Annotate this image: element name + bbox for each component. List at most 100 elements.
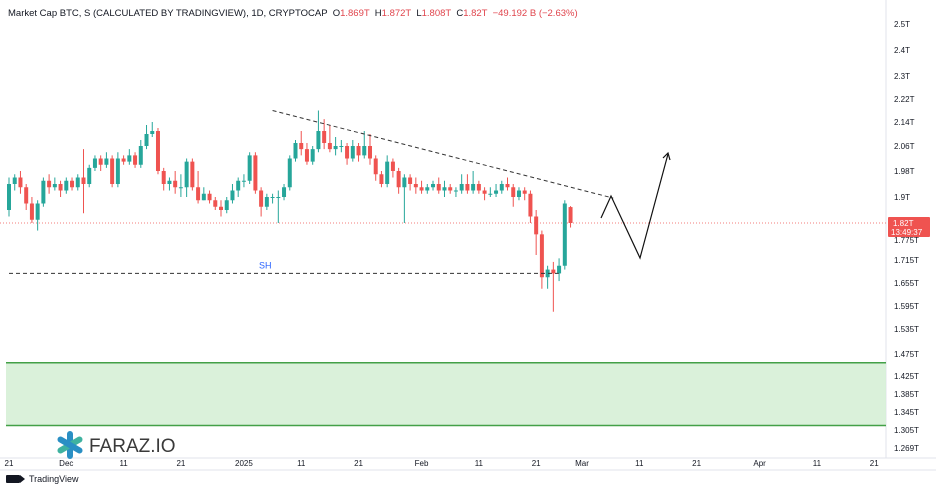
price-tick-label: 2.5T	[894, 20, 910, 29]
price-tick-label: 1.535T	[894, 325, 919, 334]
candle-body	[465, 184, 470, 191]
candle-body	[64, 180, 69, 191]
candle-body	[471, 184, 476, 191]
price-tick-label: 1.425T	[894, 372, 919, 381]
demand-zone-fill	[6, 362, 886, 426]
candle-body	[155, 131, 160, 171]
price-axis: 2.5T 2.4T 2.3T 2.22T 2.14T 2.06T 1.98T 1.9T 1.77…	[888, 20, 930, 453]
time-tick-label: 21	[532, 459, 541, 468]
price-tick-label: 1.715T	[894, 256, 919, 265]
candle-body	[75, 177, 80, 188]
tradingview-brand-text: TradingView	[29, 474, 79, 484]
open-value: 1.869T	[340, 8, 370, 19]
candle-body	[511, 187, 516, 197]
time-tick-label: 21	[870, 459, 879, 468]
tradingview-logo-icon	[6, 475, 25, 483]
time-tick-label: Apr	[753, 459, 766, 468]
candle-body	[115, 158, 120, 184]
candle-body	[70, 180, 75, 188]
price-tick-label: 1.305T	[894, 426, 919, 435]
candle-body	[282, 187, 287, 197]
candle-body	[144, 134, 149, 146]
exchange: CRYPTOCAP	[268, 8, 328, 19]
watermark-text: FARAZ.IO	[89, 436, 176, 457]
candle-body	[167, 180, 172, 184]
candle-body	[230, 190, 235, 201]
candle-body	[190, 161, 195, 188]
candle-body	[528, 193, 533, 217]
last-price-label: 1.82T	[893, 219, 914, 228]
candles	[7, 110, 573, 312]
candle-body	[259, 190, 264, 207]
tradingview-branding[interactable]: TradingView	[6, 474, 79, 484]
candle-body	[408, 177, 413, 184]
price-tick-label: 1.385T	[894, 390, 919, 399]
trendline	[272, 110, 614, 199]
candle-body	[379, 174, 384, 184]
candle-body	[35, 203, 40, 220]
projection-arrowhead	[662, 151, 671, 161]
close-label: C	[456, 8, 464, 19]
candle-body	[425, 187, 430, 191]
candle-body	[47, 180, 52, 188]
candle-body	[482, 190, 487, 194]
symbol-title[interactable]: Market Cap BTC, S (CALCULATED BY TRADING…	[8, 8, 247, 19]
candle-body	[18, 177, 23, 188]
candle-body	[453, 190, 458, 192]
candle-body	[539, 234, 544, 278]
candle-body	[299, 143, 304, 150]
candle-body	[293, 143, 298, 159]
candle-body	[213, 200, 218, 207]
candle-body	[516, 190, 521, 197]
candle-body	[173, 180, 178, 188]
time-tick-label: Dec	[59, 459, 73, 468]
candle-body	[121, 158, 126, 162]
last-price-badge	[888, 217, 930, 237]
candle-body	[133, 155, 138, 165]
candle-body	[362, 146, 367, 156]
time-tick-label: 21	[176, 459, 185, 468]
candle-body	[92, 158, 97, 168]
candle-body	[419, 187, 424, 191]
time-tick-label: 11	[813, 459, 822, 468]
candle-body	[459, 184, 464, 191]
price-tick-label: 1.98T	[894, 167, 915, 176]
price-tick-label: 2.14T	[894, 118, 915, 127]
candle-body	[396, 171, 401, 188]
price-tick-label: 1.775T	[894, 236, 919, 245]
candle-body	[247, 155, 252, 181]
demand-zone	[6, 362, 886, 427]
candle-body	[436, 184, 441, 191]
high-label: H	[374, 8, 382, 19]
interval[interactable]: 1D	[251, 8, 264, 19]
candle-body	[476, 184, 481, 191]
candle-body	[29, 203, 34, 220]
candle-body	[98, 158, 103, 165]
time-axis: 21 Dec 11 21 2025 11 21 Feb 11 21 Mar 11 21 Apr 11 21	[5, 459, 880, 468]
watermark-logo: FARAZ.IO	[57, 431, 176, 459]
countdown-label: 13:49:37	[891, 228, 923, 237]
time-tick-label: 2025	[235, 459, 253, 468]
candle-body	[201, 193, 206, 201]
candle-body	[161, 171, 166, 184]
candle-body	[316, 131, 321, 150]
candle-body	[207, 193, 212, 201]
candle-body	[327, 143, 332, 150]
swing-high-label: SH	[259, 260, 272, 270]
time-tick-label: 21	[692, 459, 701, 468]
time-tick-label: Feb	[415, 459, 429, 468]
price-tick-label: 2.4T	[894, 46, 910, 55]
time-tick-label: 21	[5, 459, 14, 468]
candle-body	[442, 187, 447, 191]
price-tick-label: 1.475T	[894, 350, 919, 359]
candle-body	[339, 146, 344, 147]
open-label: O	[332, 8, 341, 19]
candle-body	[333, 146, 338, 150]
candle-body	[557, 265, 562, 274]
candle-body	[545, 269, 550, 278]
time-tick-label: 11	[297, 459, 306, 468]
candle-body	[127, 155, 132, 162]
time-tick-label: 11	[119, 459, 128, 468]
candle-body	[270, 197, 275, 198]
